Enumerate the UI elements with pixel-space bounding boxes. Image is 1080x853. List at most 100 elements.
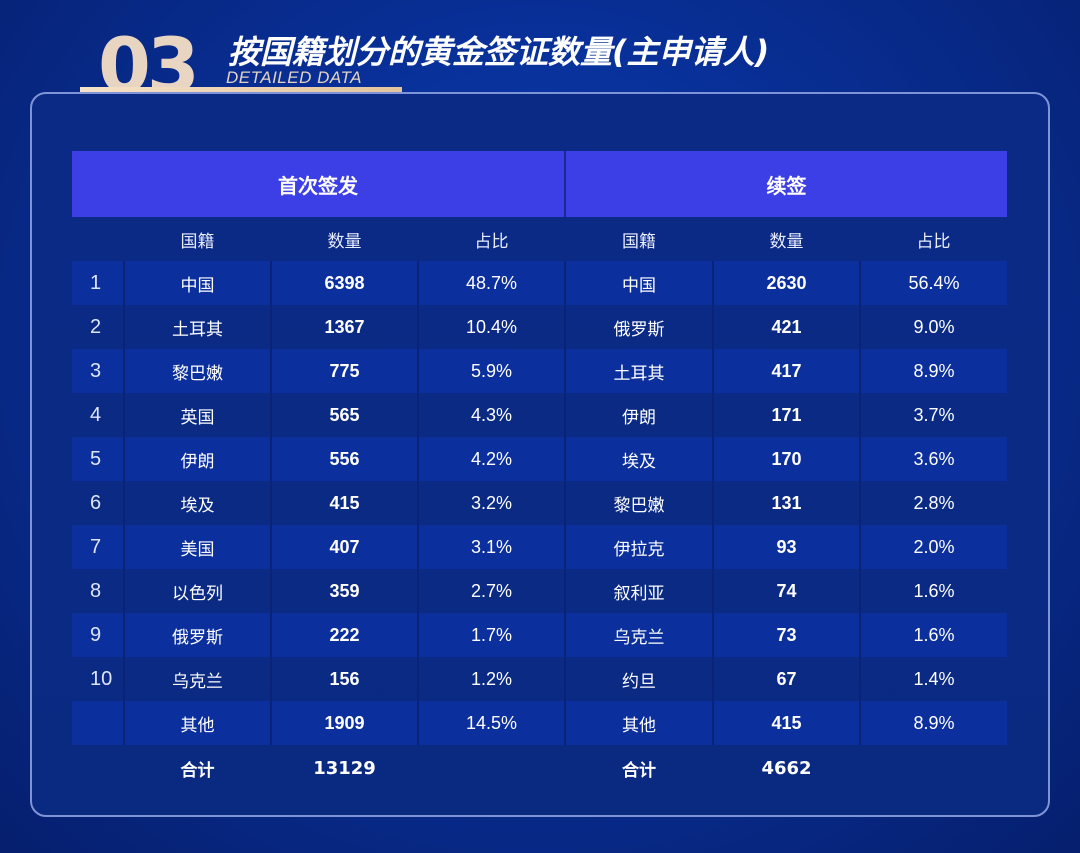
- table-row: 其他 1909 14.5% 其他 415 8.9%: [72, 701, 1008, 745]
- first-count-cell: 556: [271, 437, 419, 481]
- renew-share-cell: 1.6%: [913, 580, 955, 601]
- renew-count-cell: 73: [713, 613, 861, 657]
- renew-country-cell: 中国: [565, 261, 714, 305]
- renew-count-cell: 93: [713, 525, 861, 569]
- renew-share-cell: 8.9%: [860, 701, 1008, 745]
- total-rank-cell: [72, 745, 124, 791]
- renew-share-cell: 1.4%: [913, 668, 955, 689]
- first-share-cell: 48.7%: [418, 261, 566, 305]
- column-header-rank: [72, 217, 124, 261]
- table-row: 7 美国 407 3.1% 伊拉克 93 2.0%: [72, 525, 1008, 569]
- total-first-count: 13129: [313, 757, 376, 779]
- table-row: 8 以色列 359 2.7% 叙利亚 74 1.6%: [72, 569, 1007, 613]
- first-share-cell: 5.9%: [418, 349, 566, 393]
- first-country-cell: 乌克兰: [124, 657, 272, 701]
- first-share-cell: 1.2%: [418, 657, 566, 701]
- renew-share-cell: 8.9%: [860, 349, 1008, 393]
- renew-count-cell: 131: [713, 481, 861, 525]
- total-renew-count: 4662: [761, 757, 812, 779]
- rank-cell: 7: [72, 525, 125, 569]
- column-header-share: 占比: [474, 231, 509, 252]
- group-header-row: 首次签发 续签: [72, 151, 1008, 217]
- first-country-cell: 土耳其: [124, 305, 272, 349]
- page-subtitle: DETAILED DATA: [226, 68, 362, 87]
- rank-cell: 10: [72, 657, 125, 701]
- first-share-cell: 2.7%: [418, 569, 566, 613]
- first-country-cell: 伊朗: [124, 437, 272, 481]
- renew-count-cell: 421: [713, 305, 861, 349]
- column-header-count: 数量: [769, 231, 804, 252]
- renew-share-cell: 2.0%: [860, 525, 1008, 569]
- first-count-cell: 6398: [271, 261, 419, 305]
- first-country-cell: 埃及: [124, 481, 272, 525]
- renew-count-cell: 171: [713, 393, 861, 437]
- total-first-share: [418, 745, 565, 791]
- first-count-cell: 359: [271, 569, 419, 613]
- page-title: 按国籍划分的黄金签证数量(主申请人): [228, 33, 770, 71]
- table-row: 9 俄罗斯 222 1.7% 乌克兰 73 1.6%: [72, 613, 1008, 657]
- first-share-cell: 4.2%: [418, 437, 566, 481]
- first-count-cell: 565: [271, 393, 419, 437]
- column-header-row: 国籍 数量 占比 国籍 数量 占比: [72, 217, 1007, 261]
- rank-cell: 2: [72, 305, 125, 349]
- renew-count-cell: 2630: [713, 261, 861, 305]
- renew-country-cell: 其他: [565, 701, 714, 745]
- renew-country-cell: 乌克兰: [565, 613, 714, 657]
- column-header-country: 国籍: [622, 231, 656, 252]
- first-count-cell: 407: [271, 525, 419, 569]
- rank-cell: 1: [72, 261, 125, 305]
- first-share-cell: 4.3%: [418, 393, 566, 437]
- first-share-cell: 3.1%: [418, 525, 566, 569]
- renew-share-cell: 56.4%: [860, 261, 1008, 305]
- rank-cell: 9: [72, 613, 125, 657]
- first-share-cell: 3.2%: [418, 481, 566, 525]
- first-country-cell: 美国: [124, 525, 272, 569]
- first-country-cell: 其他: [124, 701, 272, 745]
- first-country-cell: 中国: [124, 261, 272, 305]
- section-header: 03 按国籍划分的黄金签证数量(主申请人) DETAILED DATA: [80, 20, 840, 100]
- rank-cell: 6: [72, 481, 125, 525]
- table-row: 3 黎巴嫩 775 5.9% 土耳其 417 8.9%: [72, 349, 1008, 393]
- renew-country-cell: 伊朗: [565, 393, 714, 437]
- table-row: 6 埃及 415 3.2% 黎巴嫩 131 2.8%: [72, 481, 1007, 525]
- section-number: 03: [98, 28, 196, 94]
- total-row: 合计 13129 合计 4662: [72, 745, 1007, 791]
- renew-country-cell: 土耳其: [565, 349, 714, 393]
- first-share-cell: 1.7%: [418, 613, 566, 657]
- first-share-cell: 10.4%: [418, 305, 566, 349]
- first-country-cell: 俄罗斯: [124, 613, 272, 657]
- first-count-cell: 156: [271, 657, 419, 701]
- renew-count-cell: 67: [713, 657, 861, 701]
- rank-cell: 4: [72, 393, 125, 437]
- renew-count-cell: 415: [713, 701, 861, 745]
- column-header-country: 国籍: [180, 231, 215, 252]
- renew-share-cell: 9.0%: [913, 316, 955, 337]
- first-count-cell: 775: [271, 349, 419, 393]
- table-row: 10 乌克兰 156 1.2% 约旦 67 1.4%: [72, 657, 1007, 701]
- total-label-first: 合计: [180, 760, 215, 781]
- rank-cell: 3: [72, 349, 125, 393]
- rank-cell: 8: [72, 569, 125, 613]
- group-header-renewal: 续签: [565, 151, 1008, 217]
- first-count-cell: 222: [271, 613, 419, 657]
- first-country-cell: 黎巴嫩: [124, 349, 272, 393]
- renew-count-cell: 170: [713, 437, 861, 481]
- first-count-cell: 415: [271, 481, 419, 525]
- column-header-share: 占比: [916, 231, 951, 252]
- renew-country-cell: 埃及: [565, 437, 714, 481]
- first-country-cell: 英国: [124, 393, 272, 437]
- total-label-renew: 合计: [622, 760, 656, 781]
- renew-share-cell: 2.8%: [913, 492, 955, 513]
- renew-count-cell: 74: [713, 569, 861, 613]
- first-share-cell: 14.5%: [418, 701, 566, 745]
- renew-share-cell: 3.7%: [913, 404, 955, 425]
- column-header-count: 数量: [327, 231, 362, 252]
- group-header-first-issue: 首次签发: [72, 151, 566, 217]
- renew-country-cell: 黎巴嫩: [565, 481, 714, 525]
- table-row: 2 土耳其 1367 10.4% 俄罗斯 421 9.0%: [72, 305, 1007, 349]
- first-count-cell: 1909: [271, 701, 419, 745]
- total-renew-share: [860, 745, 1007, 791]
- renew-country-cell: 俄罗斯: [565, 305, 714, 349]
- renew-share-cell: 3.6%: [860, 437, 1008, 481]
- golden-visa-table: 首次签发 续签 国籍 数量 占比 国籍 数量 占比 1 中国 6398 48.7% 中国…: [72, 151, 1008, 791]
